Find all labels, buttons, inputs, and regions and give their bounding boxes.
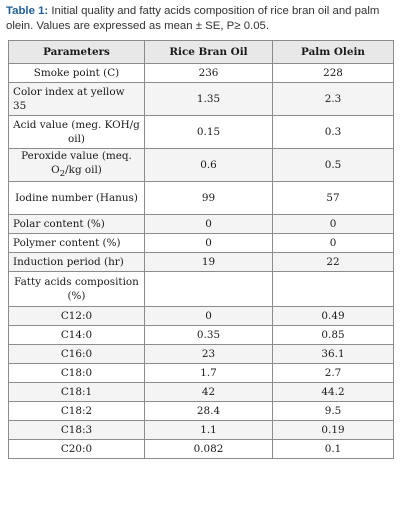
table-row: Iodine number (Hanus) 99 57	[8, 181, 394, 216]
table-row: C18:3 1.1 0.19	[8, 420, 394, 441]
caption-text: Initial quality and fatty acids composit…	[6, 5, 380, 32]
parameter-cell: C18:1	[8, 382, 145, 403]
rice-bran-value	[144, 271, 273, 308]
table-row: Peroxide value (meq. O2/kg oil) 0.6 0.5	[8, 147, 394, 183]
parameter-cell: C12:0	[8, 306, 145, 327]
parameter-cell: C16:0	[8, 344, 145, 365]
palm-olein-value: 22	[272, 252, 394, 273]
parameter-text: Peroxide value (meq. O	[21, 150, 132, 176]
rice-bran-value: 0.6	[144, 147, 273, 183]
palm-olein-value: 9.5	[272, 401, 394, 422]
rice-bran-value: 0	[144, 233, 273, 254]
palm-olein-value: 0.5	[272, 147, 394, 183]
rice-bran-value: 0.15	[144, 115, 273, 149]
table-row: C20:0 0.082 0.1	[8, 439, 394, 460]
palm-olein-value: 57	[272, 181, 394, 216]
rice-bran-value: 0	[144, 306, 273, 327]
table-row: Induction period (hr) 19 22	[8, 252, 394, 273]
data-table: Parameters Rice Bran Oil Palm Olein Smok…	[8, 40, 394, 460]
table-row: C18:2 28.4 9.5	[8, 401, 394, 422]
palm-olein-value: 0.19	[272, 420, 394, 441]
parameter-text-end: /kg oil)	[65, 164, 102, 176]
table-row: C16:0 23 36.1	[8, 344, 394, 365]
table-row: C18:0 1.7 2.7	[8, 363, 394, 384]
palm-olein-value: 0.3	[272, 115, 394, 149]
parameter-cell: C18:0	[8, 363, 145, 384]
parameter-cell: Peroxide value (meq. O2/kg oil)	[8, 147, 145, 183]
parameter-cell: Induction period (hr)	[8, 252, 145, 273]
rice-bran-value: 1.1	[144, 420, 273, 441]
table-row: Acid value (meg. KOH/g oil) 0.15 0.3	[8, 115, 394, 149]
rice-bran-value: 1.7	[144, 363, 273, 384]
header-palm-olein: Palm Olein	[272, 40, 394, 64]
header-rice-bran-oil: Rice Bran Oil	[144, 40, 273, 64]
parameter-cell: Smoke point (C)	[8, 63, 145, 83]
parameter-cell: C18:2	[8, 401, 145, 422]
palm-olein-value: 0	[272, 214, 394, 235]
palm-olein-value: 44.2	[272, 382, 394, 403]
table-row: Polymer content (%) 0 0	[8, 233, 394, 254]
palm-olein-value	[272, 271, 394, 308]
table-row: C12:0 0 0.49	[8, 306, 394, 327]
table-caption: Table 1: Initial quality and fatty acids…	[6, 4, 396, 34]
rice-bran-value: 19	[144, 252, 273, 273]
rice-bran-value: 0	[144, 214, 273, 235]
rice-bran-value: 23	[144, 344, 273, 365]
rice-bran-value: 1.35	[144, 82, 273, 116]
table-row: Color index at yellow 35 1.35 2.3	[8, 82, 394, 116]
table-row: Fatty acids composition (%)	[8, 271, 394, 308]
parameter-cell: Polar content (%)	[8, 214, 145, 235]
rice-bran-value: 0.082	[144, 439, 273, 460]
subscript-text: 2	[59, 169, 66, 180]
palm-olein-value: 228	[272, 63, 394, 83]
header-row: Parameters Rice Bran Oil Palm Olein	[8, 40, 394, 64]
parameter-cell: C18:3	[8, 420, 145, 441]
rice-bran-value: 236	[144, 63, 273, 83]
caption-label: Table 1:	[6, 5, 49, 17]
palm-olein-value: 0.1	[272, 439, 394, 460]
rice-bran-value: 28.4	[144, 401, 273, 422]
section-label: Fatty acids composition (%)	[8, 271, 145, 308]
parameter-cell: Color index at yellow 35	[8, 82, 145, 116]
palm-olein-value: 0.49	[272, 306, 394, 327]
parameter-cell: C20:0	[8, 439, 145, 460]
table-row: C18:1 42 44.2	[8, 382, 394, 403]
header-parameters: Parameters	[8, 40, 145, 64]
parameter-cell: C14:0	[8, 325, 145, 346]
palm-olein-value: 36.1	[272, 344, 394, 365]
palm-olein-value: 0.85	[272, 325, 394, 346]
rice-bran-value: 0.35	[144, 325, 273, 346]
rice-bran-value: 99	[144, 181, 273, 216]
table-row: Smoke point (C) 236 228	[8, 63, 394, 83]
palm-olein-value: 2.7	[272, 363, 394, 384]
parameter-cell: Polymer content (%)	[8, 233, 145, 254]
table-row: Polar content (%) 0 0	[8, 214, 394, 235]
table-row: C14:0 0.35 0.85	[8, 325, 394, 346]
rice-bran-value: 42	[144, 382, 273, 403]
parameter-cell: Acid value (meg. KOH/g oil)	[8, 115, 145, 149]
palm-olein-value: 2.3	[272, 82, 394, 116]
palm-olein-value: 0	[272, 233, 394, 254]
parameter-cell: Iodine number (Hanus)	[8, 181, 145, 216]
